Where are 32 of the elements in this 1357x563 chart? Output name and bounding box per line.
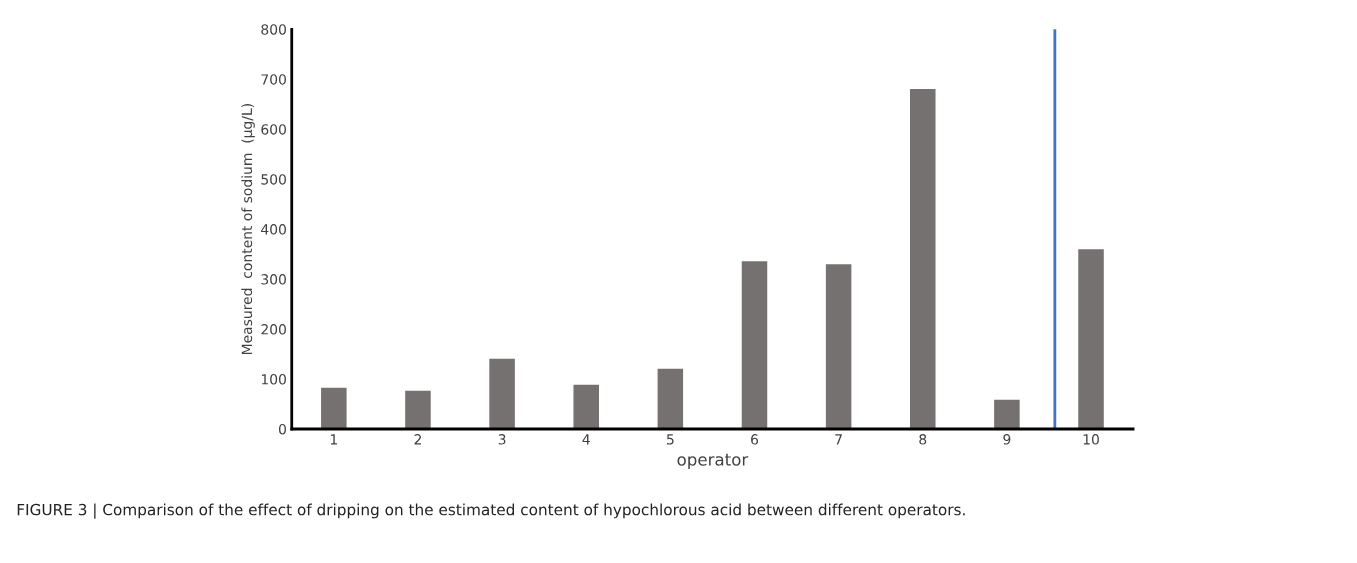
x-tick-label: 9 (1003, 434, 1011, 445)
y-axis-title: Measured content of sodium (μg/L) (241, 104, 255, 355)
bar (908, 87, 937, 430)
x-tick-label: 5 (667, 434, 674, 445)
bar (403, 389, 433, 430)
y-tick-label: 400 (261, 224, 286, 235)
bar (1076, 247, 1106, 430)
x-tick-label: 4 (582, 434, 590, 445)
y-tick-label: 300 (261, 274, 286, 285)
y-tick-label: 800 (261, 24, 286, 35)
x-tick-label: 2 (414, 434, 421, 445)
bar (319, 386, 348, 430)
bar (824, 262, 853, 430)
bar (572, 383, 601, 430)
x-tick-label: 10 (1083, 434, 1099, 445)
bar (487, 357, 517, 430)
y-tick-label: 500 (261, 174, 286, 185)
x-tick-label: 1 (330, 434, 337, 445)
bar (656, 367, 685, 430)
x-tick-label: 7 (835, 434, 842, 445)
x-axis-title: operator (677, 453, 749, 469)
y-tick-label: 200 (261, 324, 286, 335)
x-tick-label: 3 (498, 434, 506, 445)
y-tick-label: 0 (278, 423, 286, 435)
y-tick-label: 600 (261, 124, 286, 135)
bar (740, 259, 769, 430)
x-tick-label: 8 (919, 434, 927, 445)
y-tick-label: 700 (261, 74, 286, 85)
bar (992, 398, 1022, 430)
y-tick-label: 100 (261, 374, 286, 385)
x-tick-label: 6 (751, 434, 759, 445)
caption: FIGURE 3 | Comparison of the effect of dripping on the estimated content of hypochlorous acid between different operators. (17, 503, 965, 519)
